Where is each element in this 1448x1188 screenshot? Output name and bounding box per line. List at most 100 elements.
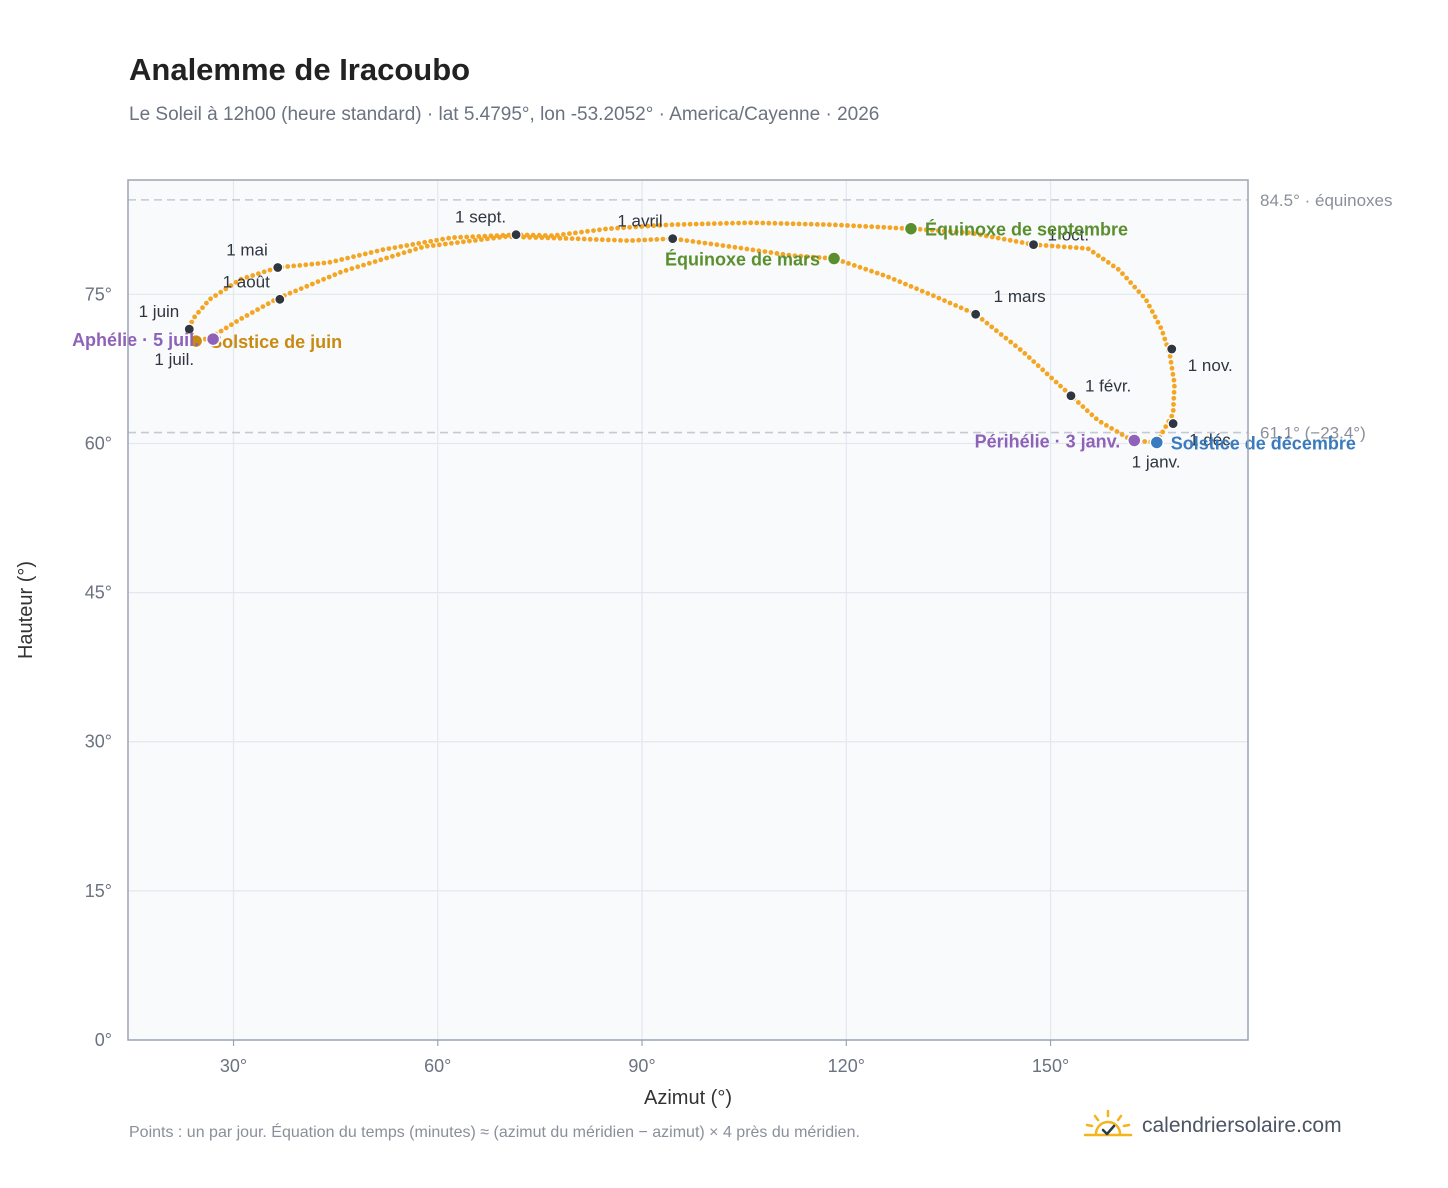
daily-dot	[742, 220, 747, 226]
daily-dot	[309, 261, 315, 267]
daily-dot	[326, 274, 332, 280]
daily-dot	[351, 254, 356, 260]
daily-dot	[630, 238, 635, 243]
daily-dot	[947, 300, 953, 306]
daily-dot	[293, 288, 298, 294]
daily-dot	[1160, 429, 1166, 435]
daily-dot	[760, 220, 766, 226]
daily-dot	[754, 220, 760, 226]
daily-dot	[1109, 426, 1114, 431]
daily-dot	[440, 236, 445, 242]
daily-dot	[960, 229, 965, 235]
daily-dot	[1090, 249, 1096, 255]
daily-dot	[1142, 439, 1148, 444]
daily-dot	[1115, 266, 1121, 272]
daily-dot	[929, 227, 935, 233]
daily-dot	[297, 263, 303, 268]
daily-dot	[1119, 432, 1125, 437]
daily-dot	[593, 237, 599, 242]
daily-dot	[808, 221, 814, 227]
daily-dot	[1172, 383, 1177, 389]
daily-dot	[1140, 293, 1146, 299]
daily-dot	[410, 242, 416, 247]
daily-dot	[407, 248, 413, 254]
daily-dot	[636, 237, 642, 243]
brand-link[interactable]: calendriersolaire.com	[1082, 1106, 1342, 1146]
daily-dot	[784, 221, 790, 227]
daily-dot	[1008, 339, 1014, 345]
daily-dot	[239, 316, 245, 321]
daily-dot	[919, 288, 925, 294]
daily-dot	[1168, 359, 1174, 365]
daily-dot	[810, 254, 816, 260]
daily-dot	[355, 264, 361, 270]
reference-line-label: 84.5° · équinoxes	[1260, 191, 1393, 210]
daily-dot	[1040, 367, 1046, 373]
daily-dot	[1169, 365, 1175, 371]
daily-dot	[711, 221, 717, 227]
event-label: Solstice de juin	[210, 332, 342, 352]
daily-dot	[551, 235, 557, 241]
daily-dot	[869, 268, 874, 274]
daily-dot	[998, 332, 1004, 337]
daily-dot	[1026, 355, 1032, 360]
daily-dot	[886, 274, 891, 280]
daily-dot	[223, 325, 229, 331]
y-tick-label: 45°	[85, 583, 112, 603]
daily-dot	[947, 229, 953, 234]
daily-dots	[187, 220, 1177, 445]
daily-dot	[345, 255, 350, 261]
daily-dot	[1155, 319, 1161, 325]
daily-dot	[1132, 284, 1138, 290]
month-marker-label: 1 nov.	[1188, 356, 1233, 375]
x-tick-label: 90°	[628, 1056, 655, 1076]
daily-dot	[702, 240, 708, 246]
daily-dot	[303, 262, 309, 268]
daily-dot	[654, 237, 660, 242]
daily-dot	[995, 235, 1001, 241]
month-marker	[1167, 417, 1179, 430]
daily-dot	[491, 235, 496, 241]
daily-dot	[249, 310, 255, 315]
daily-dot	[533, 235, 539, 240]
daily-dot	[660, 236, 666, 242]
x-tick-label: 150°	[1032, 1056, 1069, 1076]
month-marker-label: 1 oct.	[1048, 226, 1090, 245]
daily-dot	[261, 269, 267, 275]
daily-dot	[684, 238, 690, 244]
daily-dot	[223, 286, 229, 292]
y-tick-label: 30°	[85, 732, 112, 752]
daily-dot	[798, 253, 804, 259]
daily-dot	[891, 277, 897, 282]
daily-dot	[936, 295, 942, 301]
daily-dot	[917, 226, 923, 232]
daily-dot	[972, 231, 977, 237]
daily-dot	[768, 250, 774, 255]
daily-dot	[964, 307, 970, 313]
daily-dot	[897, 279, 903, 285]
daily-dot	[627, 224, 632, 230]
month-marker-label: 1 juil.	[154, 350, 194, 369]
daily-dot	[603, 226, 608, 232]
daily-dot	[1017, 347, 1023, 352]
daily-dot	[923, 227, 929, 233]
daily-dot	[581, 236, 587, 242]
daily-dot	[380, 247, 386, 253]
daily-dot	[1114, 429, 1120, 434]
daily-dot	[648, 237, 654, 243]
daily-dot	[681, 222, 687, 227]
event-marker	[826, 251, 842, 266]
daily-dot	[669, 222, 675, 228]
daily-dot	[416, 241, 422, 246]
daily-dot	[857, 223, 862, 229]
event-marker	[1149, 435, 1165, 450]
daily-dot	[1062, 387, 1068, 393]
daily-dot	[1007, 237, 1013, 243]
daily-dot	[545, 235, 551, 241]
event-label: Aphélie · 5 juil.	[72, 330, 199, 350]
month-marker	[1166, 343, 1178, 355]
plot-frame	[127, 179, 1249, 1041]
daily-dot	[1120, 271, 1125, 277]
daily-dot	[792, 253, 798, 259]
daily-dot	[989, 234, 995, 240]
